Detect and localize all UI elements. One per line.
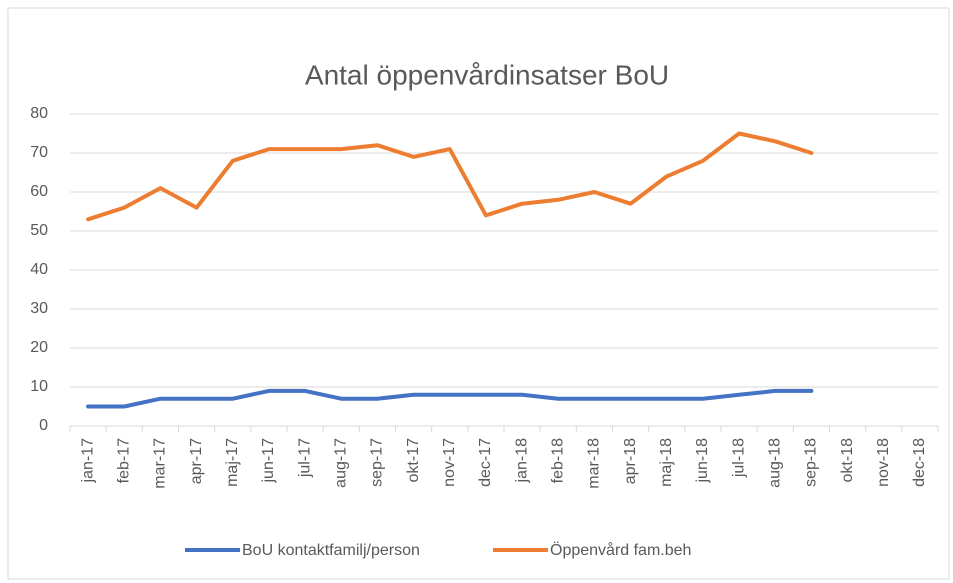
x-tick-label: jan-18 [513, 438, 530, 484]
series-line [86, 131, 814, 222]
x-tick-label: feb-17 [115, 438, 132, 483]
x-tick-label: jun-18 [694, 438, 711, 484]
y-tick-label: 30 [30, 300, 48, 317]
y-tick-label: 60 [30, 183, 48, 200]
x-tick-label: okt-17 [405, 438, 422, 483]
y-tick-label: 70 [30, 144, 48, 161]
legend-label: Öppenvård fam.beh [550, 541, 691, 559]
x-tick-label: dec-18 [911, 438, 928, 487]
x-tick-label: maj-17 [224, 438, 241, 487]
legend-label: BoU kontaktfamilj/person [242, 542, 420, 559]
chart-border [7, 7, 950, 580]
x-tick-label: sep-17 [369, 438, 386, 487]
x-tick-label: jul-18 [730, 438, 747, 478]
x-tick-label: maj-18 [658, 438, 675, 487]
x-tick-label: nov-18 [875, 438, 892, 487]
x-tick-label: feb-18 [549, 438, 566, 483]
x-tick-label: mar-18 [586, 438, 603, 489]
y-tick-label: 50 [30, 222, 48, 239]
y-tick-label: 40 [30, 261, 48, 278]
x-tick-label: jul-17 [296, 438, 313, 478]
x-tick-label: nov-17 [441, 438, 458, 487]
x-tick-label: dec-17 [477, 438, 494, 487]
x-tick-label: apr-18 [622, 438, 639, 484]
y-tick-label: 80 [30, 105, 48, 122]
x-tick-label: sep-18 [803, 438, 820, 487]
x-tick-label: apr-17 [188, 438, 205, 484]
y-tick-label: 10 [30, 378, 48, 395]
y-tick-label: 20 [30, 339, 48, 356]
x-tick-label: mar-17 [152, 438, 169, 489]
x-tick-label: aug-17 [332, 438, 349, 488]
x-tick-label: jun-17 [260, 438, 277, 484]
chart-title: Antal öppenvårdinsatser BoU [305, 59, 669, 90]
y-tick-label: 0 [39, 417, 48, 434]
x-tick-label: okt-18 [839, 438, 856, 483]
x-tick-label: jan-17 [79, 438, 96, 484]
x-tick-label: aug-18 [766, 438, 783, 488]
series-line [86, 388, 814, 409]
